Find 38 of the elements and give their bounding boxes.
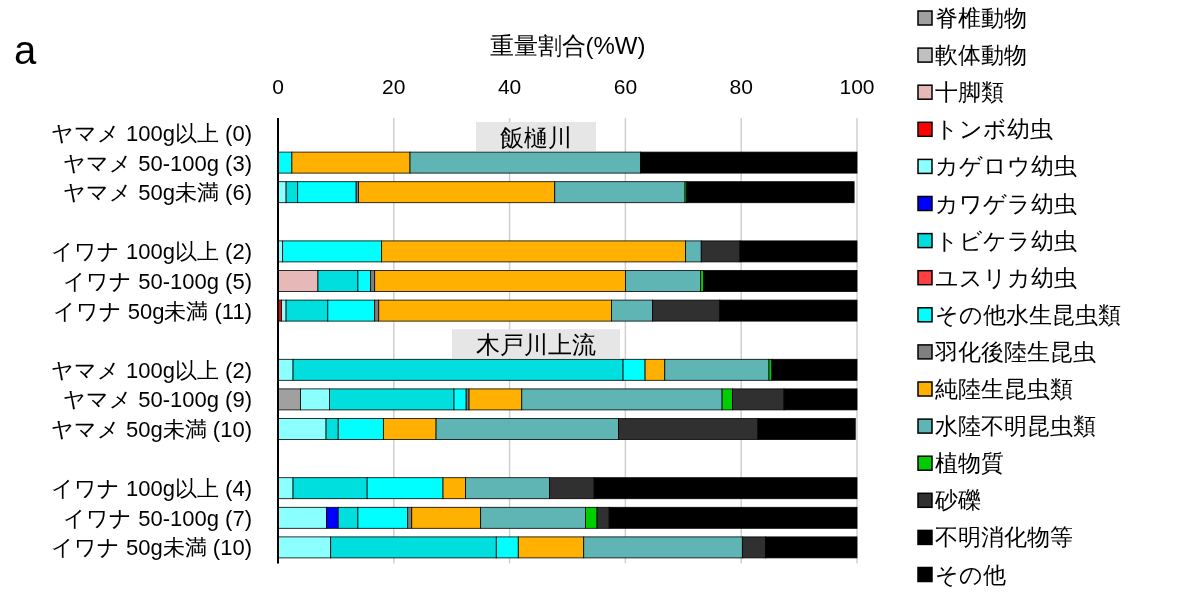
x-axis-title: 重量割合(%W) [489,32,646,59]
y-tick-label: イワナ 100g以上 (2) [50,239,252,265]
text: a [14,28,37,72]
y-tick-label: ヤマメ 50g未満 (6) [63,180,252,206]
y-tick-label: イワナ 50g未満 (10) [50,535,252,561]
annotation: 木戸川上流 [476,331,596,359]
legend-label: 脊椎動物 [935,5,1027,31]
y-tick-label: イワナ 50-100g (7) [63,505,252,531]
y-tick-label: ヤマメ 50-100g (3) [63,150,252,176]
legend-label: カワゲラ幼虫 [935,190,1077,217]
legend-label: 純陸生昆虫類 [935,376,1073,402]
legend-label: 植物質 [935,450,1004,477]
y-tick-label: ヤマメ 50-100g (9) [63,387,252,413]
x-tick-label: 0 [272,75,284,98]
legend-label: その他 [935,561,1006,588]
y-tick-label: イワナ 100g以上 (4) [50,476,252,502]
legend-label: 十脚類 [935,79,1004,106]
x-tick-label: 20 [382,75,406,98]
legend-label: ユスリカ幼虫 [935,264,1077,291]
legend-label: 羽化後陸生昆虫 [934,338,1096,365]
legend-label: トビケラ幼虫 [935,227,1077,254]
legend-label: 砂礫 [934,487,981,514]
y-tick-label: イワナ 50-100g (5) [63,269,252,294]
legend-label: その他水生昆虫類 [935,301,1121,328]
y-tick-label: ヤマメ 50g未満 (10) [50,417,252,442]
legend-label: カゲロウ幼虫 [935,153,1077,180]
y-tick-label: ヤマメ 100g以上 (0) [50,121,252,146]
y-tick-label: ヤマメ 100g以上 (2) [50,357,252,383]
x-tick-label: 100 [839,75,875,98]
y-tick-label: イワナ 50g未満 (11) [52,298,252,324]
x-tick-label: 60 [613,75,638,98]
legend-label: 軟体動物 [935,42,1027,69]
x-tick-label: 40 [497,75,522,98]
legend-label: 水陸不明昆虫類 [935,413,1096,440]
x-tick-label: 80 [729,75,753,98]
annotation: 飯樋川 [500,124,572,151]
legend-label: 不明消化物等 [935,524,1073,551]
legend-label: トンボ幼虫 [935,116,1053,143]
